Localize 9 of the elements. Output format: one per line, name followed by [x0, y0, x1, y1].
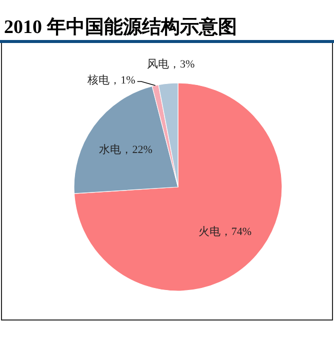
slice-label: 核电 — [86, 74, 110, 87]
data-label: ，1% — [110, 74, 136, 87]
data-label: ，3% — [169, 58, 195, 71]
slice-label: 火电 — [198, 225, 220, 238]
slice-label: 水电 — [99, 143, 122, 156]
slice-label: 风电 — [147, 58, 170, 71]
data-label: ，74% — [220, 226, 252, 238]
chart-title: 2010 年中国能源结构示意图 — [4, 16, 237, 38]
data-label: ，22% — [121, 144, 152, 156]
